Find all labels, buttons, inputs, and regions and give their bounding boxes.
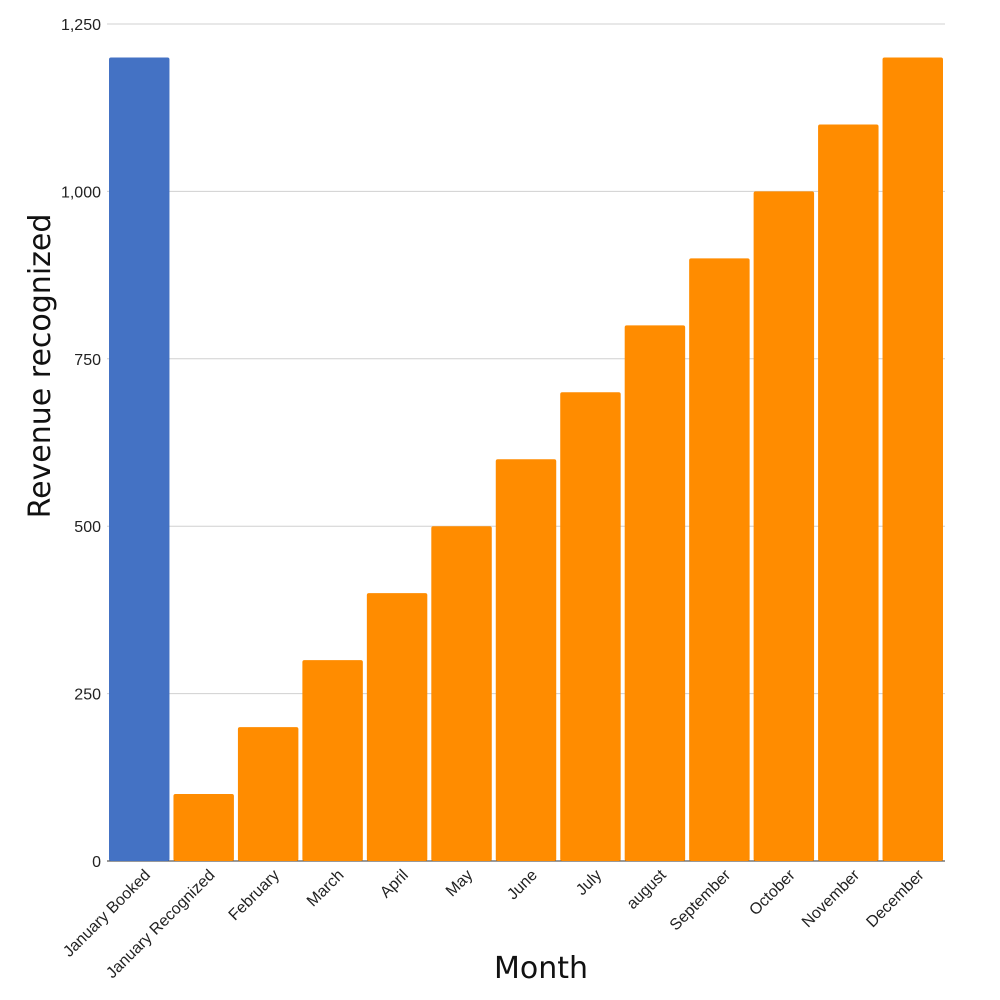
bar — [689, 258, 750, 861]
bar — [753, 191, 815, 861]
bar — [173, 794, 234, 861]
x-tick-label: June — [504, 867, 541, 904]
bar — [366, 593, 428, 861]
bar — [818, 124, 879, 861]
x-tick-label: May — [443, 867, 476, 900]
bar — [560, 392, 621, 861]
y-tick-label: 500 — [74, 519, 101, 536]
y-tick-label: 1,000 — [61, 184, 101, 201]
bar — [495, 459, 557, 861]
bar — [882, 57, 943, 862]
y-axis-title: Revenue recognized — [23, 214, 58, 519]
x-tick-label: March — [304, 867, 347, 910]
x-tick-label: august — [624, 866, 670, 912]
y-tick-label: 750 — [74, 352, 101, 369]
x-tick-label: December — [863, 866, 928, 931]
bar — [624, 325, 686, 861]
x-tick-label: November — [799, 866, 864, 931]
bars — [109, 57, 943, 862]
bar — [431, 526, 492, 861]
x-tick-label: January Recognized — [103, 867, 218, 982]
bar — [302, 660, 363, 861]
x-tick-label: February — [226, 867, 283, 924]
x-tick-label: July — [573, 867, 605, 899]
x-tick-label: April — [377, 867, 412, 902]
bar — [237, 727, 299, 861]
y-axis-ticks: 0 250 500 750 1,000 1,250 — [61, 17, 101, 871]
x-axis-title: Month — [494, 951, 588, 986]
x-tick-label: October — [746, 866, 799, 919]
y-tick-label: 1,250 — [61, 17, 101, 34]
y-tick-label: 0 — [92, 854, 101, 871]
y-tick-label: 250 — [74, 687, 101, 704]
x-tick-label: September — [667, 866, 735, 934]
bar — [109, 57, 170, 862]
